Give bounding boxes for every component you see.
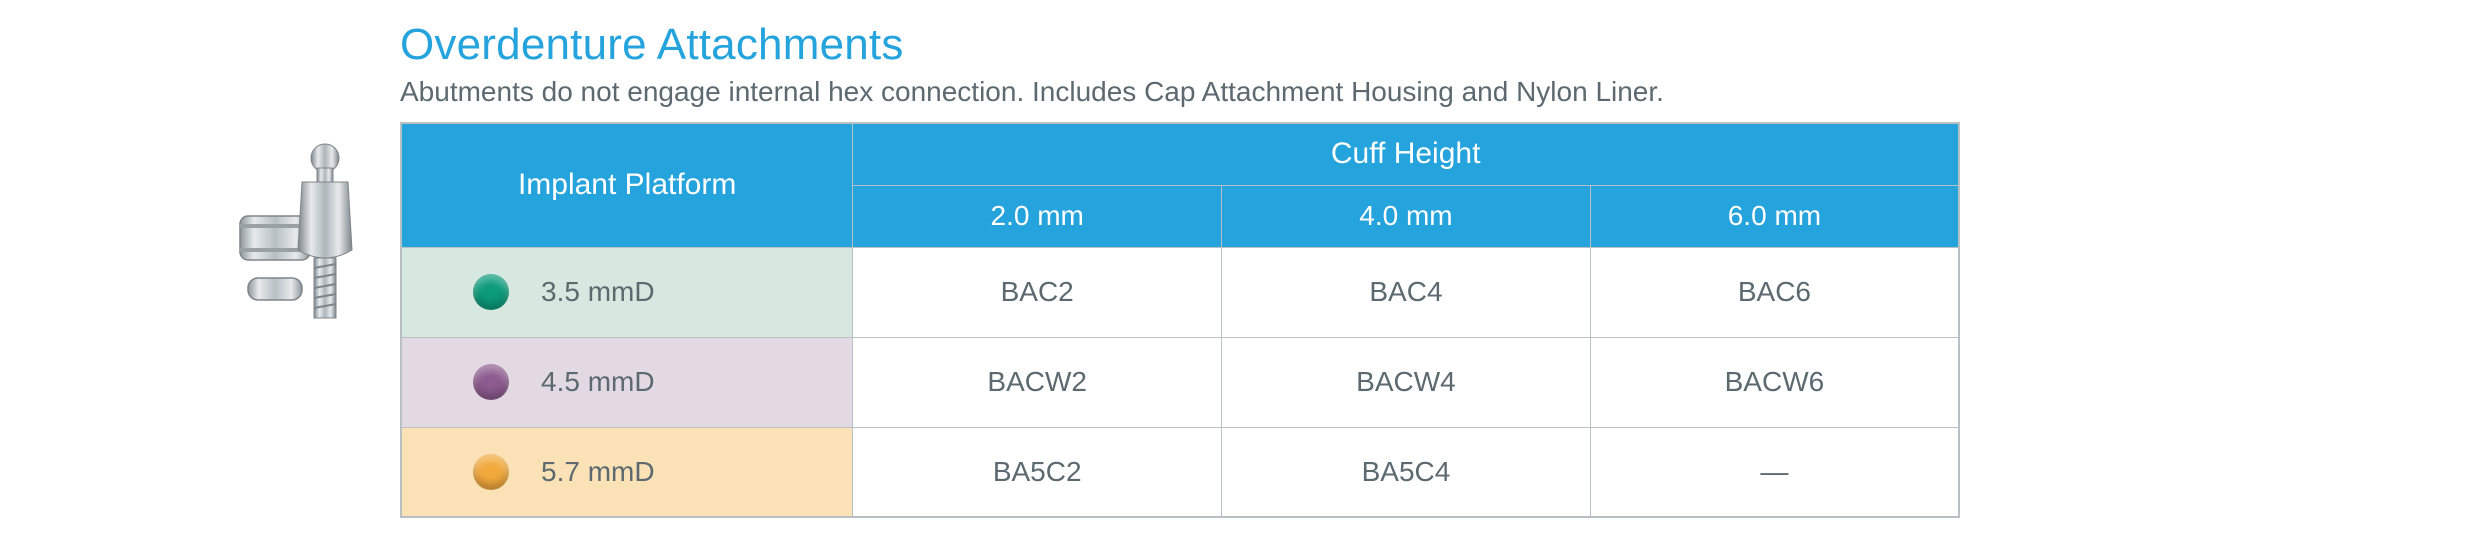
table-row: 3.5 mmD BAC2BAC4BAC6 (401, 247, 1959, 337)
value-cell: BAC6 (1590, 247, 1959, 337)
value-cell: — (1590, 427, 1959, 517)
value-cell: BA5C2 (853, 427, 1222, 517)
page: Overdenture Attachments Abutments do not… (0, 0, 2480, 538)
abutment-icon (280, 140, 370, 330)
platform-cell: 3.5 mmD (401, 247, 853, 337)
product-illustration (180, 208, 370, 330)
value-cell: BAC4 (1222, 247, 1591, 337)
header-cuff-0: 2.0 mm (853, 185, 1222, 247)
platform-label: 4.5 mmD (541, 366, 655, 398)
platform-cell: 4.5 mmD (401, 337, 853, 427)
header-cuff-1: 4.0 mm (1222, 185, 1591, 247)
value-cell: BA5C4 (1222, 427, 1591, 517)
table-row: 4.5 mmD BACW2BACW4BACW6 (401, 337, 1959, 427)
table-row: 5.7 mmD BA5C2BA5C4— (401, 427, 1959, 517)
section-subtitle: Abutments do not engage internal hex con… (400, 76, 1960, 108)
section-title: Overdenture Attachments (400, 20, 1960, 70)
platform-label: 3.5 mmD (541, 276, 655, 308)
platform-cell: 5.7 mmD (401, 427, 853, 517)
platform-color-dot (473, 364, 509, 400)
value-cell: BAC2 (853, 247, 1222, 337)
value-cell: BACW4 (1222, 337, 1591, 427)
header-cuff-2: 6.0 mm (1590, 185, 1959, 247)
value-cell: BACW6 (1590, 337, 1959, 427)
platform-color-dot (473, 274, 509, 310)
value-cell: BACW2 (853, 337, 1222, 427)
content-block: Overdenture Attachments Abutments do not… (400, 20, 1960, 518)
spec-table: Implant Platform Cuff Height 2.0 mm 4.0 … (400, 122, 1960, 518)
platform-label: 5.7 mmD (541, 456, 655, 488)
header-platform: Implant Platform (401, 123, 853, 247)
platform-color-dot (473, 454, 509, 490)
header-cuff: Cuff Height (853, 123, 1959, 185)
